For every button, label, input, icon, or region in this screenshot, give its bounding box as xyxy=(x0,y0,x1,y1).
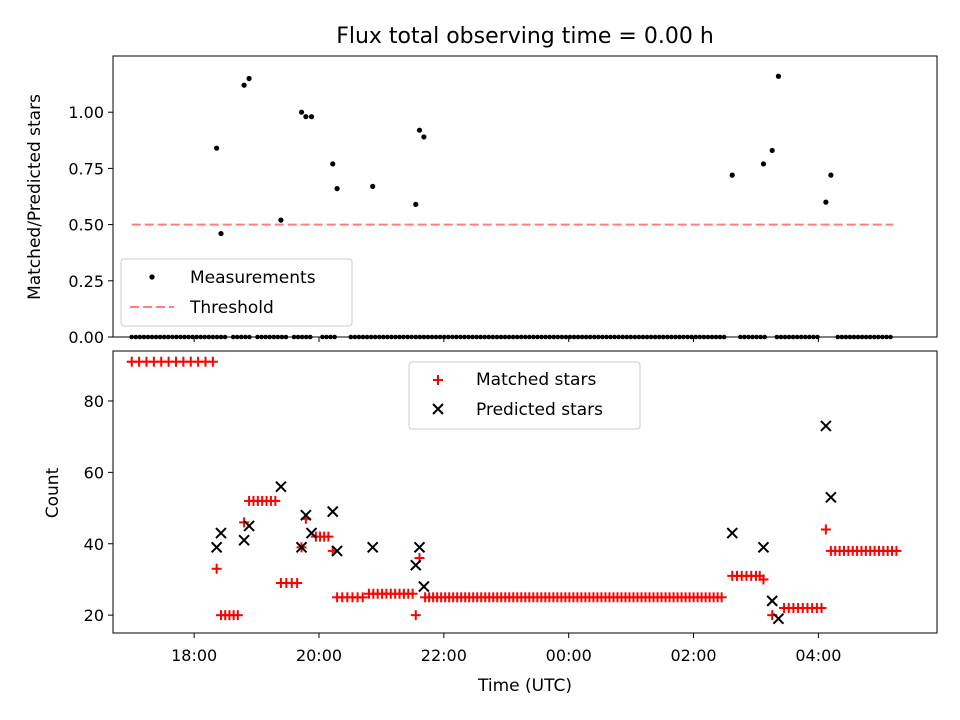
predicted-star-point xyxy=(243,520,255,532)
predicted-star-point xyxy=(772,613,785,625)
measurement-point xyxy=(330,161,336,167)
matched-star-point xyxy=(292,578,303,589)
predicted-star-point xyxy=(413,541,426,554)
legend-measurements-label: Measurements xyxy=(190,268,316,288)
measurement-point xyxy=(241,82,247,88)
matched-star-point xyxy=(239,517,250,528)
predicted-star-point xyxy=(820,420,832,432)
bottom-y-tick-label: 40 xyxy=(84,535,104,554)
top-legend: Measurements Threshold xyxy=(120,258,353,327)
measurement-point xyxy=(214,145,220,151)
top-chart-title: Flux total observing time = 0.00 h xyxy=(336,24,714,49)
bottom-legend: Matched stars Predicted stars xyxy=(408,361,641,430)
x-axis-label: Time (UTC) xyxy=(477,676,572,696)
measurement-point xyxy=(823,199,829,205)
top-axes-frame xyxy=(112,55,938,338)
bottom-x-tick-label: 20:00 xyxy=(296,646,342,665)
predicted-star-point xyxy=(825,491,837,504)
matched-star-point xyxy=(891,545,902,556)
matched-star-point xyxy=(410,610,421,621)
measurement-point xyxy=(769,147,775,154)
measurement-point xyxy=(334,186,340,192)
predicted-star-point xyxy=(331,545,343,557)
measurement-point xyxy=(370,183,376,189)
legend-measurements-marker xyxy=(149,274,155,280)
predicted-star-point xyxy=(366,541,379,554)
predicted-star-point xyxy=(726,527,738,539)
bottom-x-tick-label: 22:00 xyxy=(421,646,467,665)
bottom-plot-area: 20 40 60 80 18:00 20:00 22:00 00:00 02:00 04:00 xyxy=(84,356,902,665)
matched-star-point xyxy=(407,588,418,599)
bottom-x-tick-label: 18:00 xyxy=(171,646,217,665)
measurement-point xyxy=(246,75,252,82)
predicted-star-point xyxy=(275,480,287,493)
matched-star-point xyxy=(211,563,222,574)
top-panel: Flux total observing time = 0.00 h Match… xyxy=(25,24,938,347)
measurement-point xyxy=(775,73,782,79)
measurement-point xyxy=(416,127,423,133)
bottom-panel: Count Time (UTC) 20 40 60 80 18:00 20:00 22:00… xyxy=(43,350,938,696)
top-y-tick-label: 1.00 xyxy=(68,103,104,122)
predicted-star-point xyxy=(757,541,770,554)
legend-matched-label: Matched stars xyxy=(476,370,596,390)
matched-star-point xyxy=(758,574,769,585)
predicted-star-point xyxy=(295,541,308,554)
bottom-y-tick-label: 60 xyxy=(84,463,104,482)
measurement-point xyxy=(303,114,309,120)
matched-star-point xyxy=(820,524,831,535)
bottom-x-tick-label: 02:00 xyxy=(670,646,716,665)
legend-threshold-label: Threshold xyxy=(189,298,274,318)
legend-matched-marker xyxy=(433,375,443,385)
matched-star-point xyxy=(357,592,368,603)
legend-predicted-label: Predicted stars xyxy=(476,400,603,420)
top-plot-area: 0.00 0.25 0.50 0.75 1.00 xyxy=(68,73,894,347)
legend-predicted-marker xyxy=(432,403,444,415)
measurement-point xyxy=(218,230,224,237)
predicted-star-point xyxy=(305,527,318,539)
matched-star-point xyxy=(270,495,281,506)
measurement-point xyxy=(421,134,427,140)
measurement-point xyxy=(413,201,419,207)
bottom-y-axis-label: Count xyxy=(43,467,63,518)
measurement-point xyxy=(760,161,767,167)
measurement-point xyxy=(308,114,315,120)
matched-star-point xyxy=(816,603,827,614)
predicted-star-point xyxy=(238,534,250,546)
top-y-tick-label: 0.25 xyxy=(68,272,104,291)
top-y-tick-label: 0.50 xyxy=(68,216,104,235)
bottom-x-tick-label: 04:00 xyxy=(795,646,841,665)
measurement-point xyxy=(729,172,735,178)
predicted-star-point xyxy=(215,527,227,539)
matched-star-point xyxy=(207,356,218,367)
predicted-star-point xyxy=(766,595,778,607)
top-legend-box xyxy=(120,258,353,327)
top-y-tick-label: 0.75 xyxy=(68,159,104,178)
bottom-axes-frame xyxy=(112,350,938,634)
measurement-point xyxy=(828,172,834,178)
predicted-star-point xyxy=(327,505,339,518)
matched-star-point xyxy=(232,610,243,621)
predicted-star-point xyxy=(418,580,430,593)
bottom-legend-box xyxy=(408,361,641,430)
measurement-point xyxy=(298,109,305,115)
predicted-star-point xyxy=(300,509,312,521)
bottom-x-tick-label: 00:00 xyxy=(546,646,592,665)
bottom-y-tick-label: 20 xyxy=(84,606,104,625)
measurement-point xyxy=(278,217,284,223)
predicted-star-point xyxy=(210,541,223,554)
matched-star-point xyxy=(716,592,727,603)
matched-star-point xyxy=(323,531,334,542)
top-y-axis-label: Matched/Predicted stars xyxy=(25,94,45,300)
predicted-star-point xyxy=(410,559,422,571)
top-y-tick-label: 0.00 xyxy=(68,328,104,347)
bottom-y-tick-label: 80 xyxy=(84,392,104,411)
